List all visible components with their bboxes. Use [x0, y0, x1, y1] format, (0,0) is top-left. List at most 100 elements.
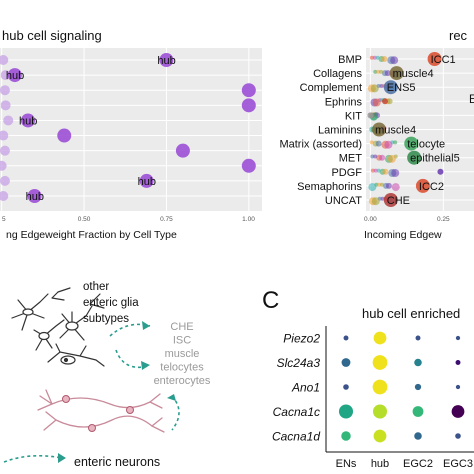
panel-b-top-point — [407, 150, 422, 165]
panel-b-pathway-label: KIT — [345, 110, 362, 122]
panel-b-background-point — [391, 169, 400, 177]
panel-a-x-tick-label: 0.75 — [160, 216, 173, 223]
panel-b-background-point — [369, 140, 374, 145]
panel-b-background-point — [368, 183, 377, 192]
panel-b-top-point — [415, 178, 430, 193]
panel-b-x-axis-label: Incoming Edgew — [364, 229, 442, 241]
panel-a-hub-point — [7, 68, 22, 83]
panel-b-pathway-labels: BMP Collagens Complement Ephrins KIT Laminins… — [279, 54, 362, 207]
panel-a-x-ticks: 5 0.50 0.75 1.00 — [2, 216, 255, 223]
panel-b-top-point — [383, 80, 398, 95]
panel-b-background-point — [384, 70, 391, 77]
neuron-cell-icon — [37, 389, 165, 433]
neuron-soma — [126, 406, 134, 414]
neuron-side-arrow — [171, 395, 180, 431]
panel-c-cell-type-label: EGC2 — [403, 458, 433, 470]
panel-a-faded-point — [0, 191, 9, 201]
panel-a: hub cell signaling hub hub hub hub hub 5 0.50… — [0, 28, 262, 241]
panel-b-top-point — [404, 136, 419, 151]
panel-b-top-point — [437, 168, 444, 175]
panel-c-cell-type-label: ENs — [336, 458, 357, 470]
panel-b-background-point — [385, 182, 392, 189]
panel-c-dot — [455, 360, 461, 365]
panel-b-point-label: epithelial5 — [410, 153, 460, 165]
panel-a-title: hub cell signaling — [2, 28, 102, 43]
panel-b-background-point — [377, 182, 382, 187]
panel-a-faded-point — [0, 85, 10, 96]
panel-c-dot — [341, 431, 351, 441]
panel-b-background-point — [373, 154, 378, 159]
panel-b-x-tick-label: 0.00 — [364, 216, 377, 223]
panel-b-pathway-label: Semaphorins — [297, 181, 362, 193]
panel-a-faded-point — [0, 100, 11, 111]
panel-b-right-edge-label: E — [469, 94, 474, 106]
panel-a-faded-point — [0, 130, 9, 141]
panel-b-background-point — [370, 154, 375, 159]
panel-b-point-label: ICC2 — [419, 181, 444, 193]
panel-b-background-point — [384, 140, 393, 149]
panel-c-cell-type-labels: ENs hub EGC2 EGC3 — [336, 458, 473, 470]
panel-b-pathway-label: MET — [339, 153, 363, 165]
panel-c-letter: C — [262, 287, 279, 314]
panel-c-dot — [373, 331, 387, 345]
target-cell-label: telocytes — [160, 362, 204, 374]
panel-a-hub-point — [27, 189, 42, 203]
panel-b-x-ticks: 0.00 0.25 — [364, 216, 450, 223]
panel-b-background-point — [382, 168, 389, 175]
panel-a-hub-point — [57, 128, 72, 143]
panel-c-dots — [338, 331, 465, 443]
panel-a-hub-point — [175, 143, 190, 158]
panel-c: C hub cell enriched Piezo2 Slc24a3 Ano1 Cac… — [262, 287, 474, 470]
neuron-side-arrowhead-icon — [167, 394, 176, 401]
panel-b-pathway-label: Laminins — [318, 125, 363, 137]
panel-b-pathway-label: Complement — [300, 82, 362, 94]
panel-a-x-tick-label: 5 — [2, 216, 6, 223]
panel-b-top-point — [372, 122, 387, 137]
panel-a-faded-point — [0, 145, 10, 156]
panel-b-background-point — [372, 98, 381, 107]
panel-b-background-point — [371, 197, 380, 206]
panel-a-faded-points — [0, 55, 14, 201]
panel-b-background-point — [374, 112, 379, 117]
panel-c-gene-label: Cacna1d — [272, 430, 320, 444]
panel-c-gene-label: Cacna1c — [273, 405, 320, 419]
glia-label: other enteric glia subtypes — [83, 281, 139, 325]
panel-a-point-label: hub — [6, 70, 24, 82]
panel-b-pathway-label: PDGF — [331, 167, 362, 179]
panel-a-x-axis-label: ng Edgeweight Fraction by Cell Type — [6, 229, 177, 241]
neuron-soma — [88, 424, 96, 432]
panel-b-pathway-label: Collagens — [313, 68, 362, 80]
panel-c-cell-type-label: EGC3 — [443, 458, 473, 470]
panel-b-pathway-label: Matrix (assorted) — [279, 139, 362, 151]
panel-b-top-point — [367, 112, 374, 119]
panel-c-dot — [372, 355, 388, 370]
panel-b-pathway-label: UNCAT — [325, 195, 362, 207]
panel-c-cell-type-label: hub — [371, 458, 389, 470]
panel-b-pathway-label: Ephrins — [325, 96, 363, 108]
panel-a-hub-point — [139, 173, 154, 188]
target-cell-label: enterocytes — [154, 375, 211, 387]
panel-diagram: other enteric glia subtypes CHE ISCmuscle… — [3, 281, 211, 469]
panel-c-dot — [412, 406, 424, 417]
panel-b-pathway-label: BMP — [338, 54, 362, 66]
panel-a-faded-point — [3, 115, 14, 126]
panel-b-point-label: muscle4 — [393, 68, 434, 80]
neuron-bottom-arrowhead-icon — [58, 453, 66, 463]
panel-c-gene-labels: Piezo2 Slc24a3 Ano1 Cacna1c Cacna1d — [272, 332, 320, 444]
panel-c-dot — [455, 433, 461, 439]
glia-label-line-1: other — [83, 281, 109, 293]
panel-b-top-point — [381, 98, 388, 105]
panel-b-background-point — [370, 84, 379, 93]
panel-b-background-point — [381, 56, 388, 62]
panel-a-x-tick-label: 0.50 — [78, 216, 91, 223]
panel-a-hub-points: hub hub hub hub hub — [6, 53, 256, 203]
panel-a-faded-point — [0, 55, 9, 65]
panel-b-point-label: CHE — [387, 195, 410, 207]
panel-c-dot — [414, 383, 422, 391]
panel-b-background-point — [391, 183, 400, 192]
panel-c-dot — [415, 335, 421, 341]
panel-a-point-label: hub — [157, 55, 175, 67]
panel-a-hub-point — [159, 53, 174, 67]
